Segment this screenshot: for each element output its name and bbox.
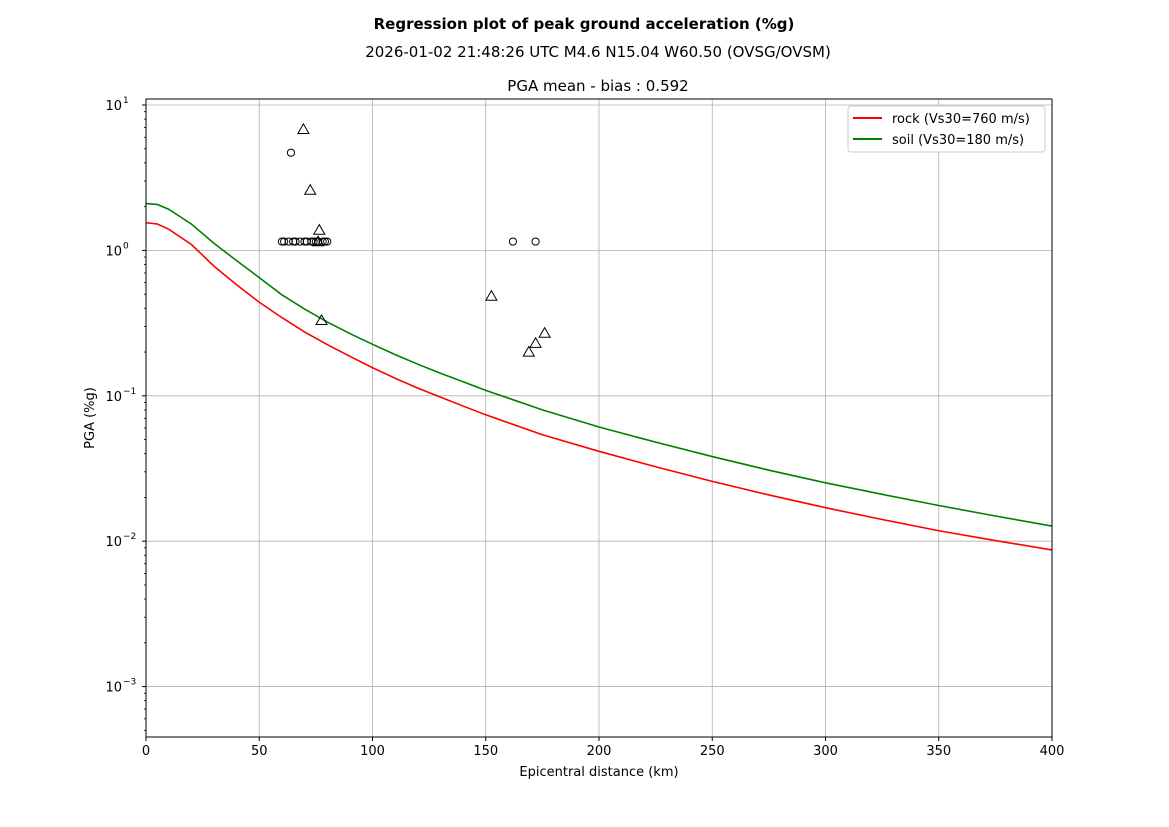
axes-title: PGA mean - bias : 0.592 xyxy=(507,77,688,95)
y-tick-exponent: −2 xyxy=(123,532,136,542)
y-tick-label: 10 xyxy=(105,390,122,405)
y-tick-exponent: −3 xyxy=(123,678,136,688)
chart-subtitle: 2026-01-02 21:48:26 UTC M4.6 N15.04 W60.… xyxy=(365,43,831,61)
legend-label-soil: soil (Vs30=180 m/s) xyxy=(892,133,1024,148)
x-axis-label: Epicentral distance (km) xyxy=(519,765,678,780)
obs-triangle-point xyxy=(522,345,536,357)
obs-circle-point xyxy=(318,237,327,246)
obs-circle-point xyxy=(291,237,300,246)
y-tick-label: 10 xyxy=(105,99,122,114)
obs-circle-point xyxy=(508,237,518,246)
y-tick-exponent: −1 xyxy=(123,387,136,397)
observations xyxy=(277,122,552,357)
curve-soil xyxy=(146,202,1052,527)
regression-curves xyxy=(146,202,1052,551)
chart-title: Regression plot of peak ground accelerat… xyxy=(374,15,795,33)
y-tick-label: 10 xyxy=(105,244,122,259)
obs-circle-point xyxy=(309,237,318,246)
obs-circle-point xyxy=(280,237,289,246)
legend-label-rock: rock (Vs30=760 m/s) xyxy=(892,112,1030,127)
x-tick-label: 200 xyxy=(587,744,612,759)
x-tick-label: 50 xyxy=(251,744,268,759)
legend: rock (Vs30=760 m/s) soil (Vs30=180 m/s) xyxy=(847,105,1046,153)
y-tick-exponent: 1 xyxy=(123,96,129,106)
obs-triangle-point xyxy=(312,223,326,235)
obs-circle-point xyxy=(286,148,296,157)
obs-triangle-point xyxy=(529,336,542,348)
x-tick-label: 150 xyxy=(473,744,498,759)
obs-triangle-point xyxy=(315,313,328,326)
x-tick-label: 100 xyxy=(360,744,385,759)
obs-circle-point xyxy=(323,237,332,246)
x-tick-label: 0 xyxy=(142,744,150,759)
curve-rock xyxy=(146,221,1052,551)
obs-triangle-point xyxy=(311,235,325,247)
x-tick-label: 250 xyxy=(700,744,725,759)
obs-triangle-point xyxy=(297,122,310,134)
x-axis: 0 50 100 150 200 250 300 350 400 xyxy=(142,737,1065,759)
obs-triangle-point xyxy=(485,289,498,301)
obs-circle-point xyxy=(531,237,540,246)
y-tick-label: 10 xyxy=(105,681,122,696)
y-tick-exponent: 0 xyxy=(123,241,129,251)
x-tick-label: 300 xyxy=(813,744,838,759)
x-tick-label: 350 xyxy=(926,744,951,759)
y-axis-label: PGA (%g) xyxy=(83,387,98,449)
obs-triangle-point xyxy=(303,183,317,195)
grid xyxy=(145,99,1053,737)
legend-box xyxy=(847,105,1046,153)
y-tick-label: 10 xyxy=(105,535,122,550)
x-tick-label: 400 xyxy=(1040,744,1065,759)
obs-triangle-point xyxy=(538,326,552,338)
